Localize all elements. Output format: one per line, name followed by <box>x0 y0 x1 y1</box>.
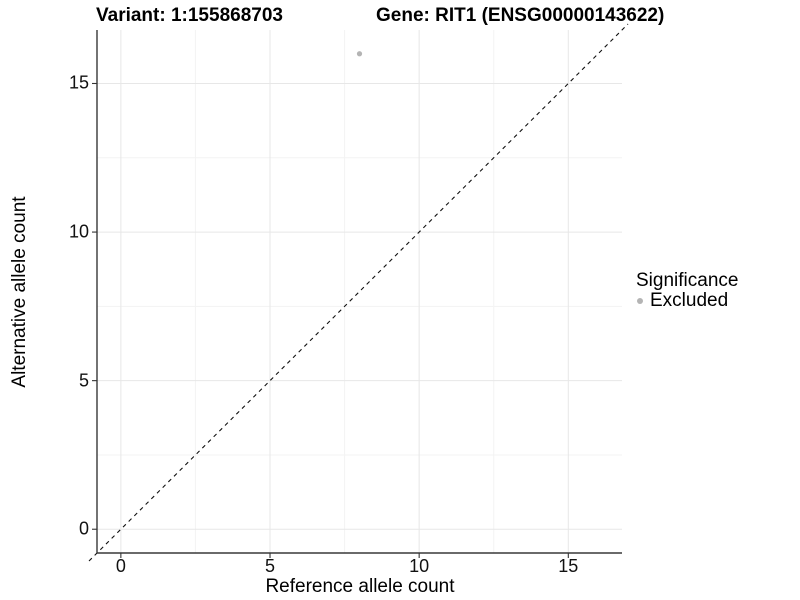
y-tick-label: 0 <box>78 518 89 539</box>
excluded-point-swatch <box>637 298 643 304</box>
x-tick-label: 15 <box>558 556 579 576</box>
y-tick-label: 15 <box>68 72 89 93</box>
identity-dashed-line <box>88 23 629 562</box>
x-tick-label: 10 <box>409 556 430 576</box>
y-axis-title: Alternative allele count <box>9 196 30 388</box>
variant-title: Variant: 1:155868703 <box>96 5 283 26</box>
legend-item-label: Excluded <box>650 290 729 311</box>
y-tick-label: 5 <box>78 370 89 391</box>
gene-title: Gene: RIT1 (ENSG00000143622) <box>376 5 665 26</box>
legend: Significance Excluded <box>636 271 738 311</box>
y-tick-label: 10 <box>68 221 89 242</box>
x-tick-label: 0 <box>115 556 126 576</box>
x-axis-title: Reference allele count <box>265 576 455 597</box>
legend-title: Significance <box>636 270 739 291</box>
legend-item-excluded: Excluded <box>637 291 738 311</box>
plot-panel <box>97 30 622 553</box>
x-tick-label: 5 <box>264 556 276 576</box>
data-point <box>356 51 363 57</box>
